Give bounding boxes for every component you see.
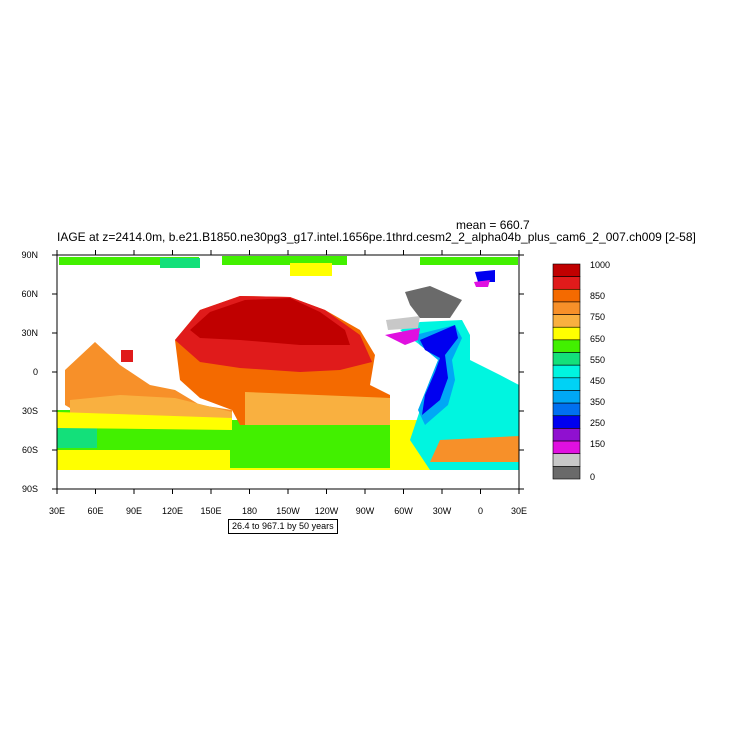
color-legend xyxy=(552,263,581,480)
nordic-magenta xyxy=(474,280,490,287)
lon-tick-label: 60W xyxy=(394,506,413,516)
lat-tick-label: 30S xyxy=(21,406,38,416)
plot-title: IAGE at z=2414.0m, b.e21.B1850.ne30pg3_g… xyxy=(57,230,696,244)
legend-swatch xyxy=(552,288,581,303)
lat-tick-label: 90N xyxy=(21,250,38,260)
pacific-core xyxy=(190,298,350,345)
atlantic-magenta xyxy=(385,328,420,345)
lon-tick-label: 30W xyxy=(432,506,452,516)
legend-swatch xyxy=(552,402,581,417)
ocean-field xyxy=(57,256,519,470)
legend-label: 1000 xyxy=(590,260,611,270)
legend-label: 350 xyxy=(590,397,606,407)
lon-tick-label: 120E xyxy=(161,506,184,516)
legend-label: 150 xyxy=(590,439,606,449)
legend-label: 650 xyxy=(590,334,606,344)
arctic-band-teal xyxy=(160,258,200,268)
legend-swatch xyxy=(552,352,581,366)
legend-swatch xyxy=(552,440,581,455)
lon-tick-label: 180 xyxy=(241,506,258,516)
legend-swatch xyxy=(552,314,581,328)
lon-tick-label: 150W xyxy=(276,506,300,516)
nordic-blue xyxy=(475,270,495,282)
legend-swatch xyxy=(552,428,581,442)
indian-ocean-yellow xyxy=(57,412,232,430)
contour-info: 26.4 to 967.1 by 50 years xyxy=(228,519,338,534)
mean-stat: mean = 660.7 xyxy=(456,218,530,232)
legend-swatch xyxy=(552,339,581,353)
lon-tick-label: 30E xyxy=(510,506,528,516)
legend-label: 0 xyxy=(590,472,596,482)
legend-swatch xyxy=(552,377,581,391)
atlantic-deep xyxy=(420,325,458,415)
legend-label: 250 xyxy=(590,418,606,428)
lon-tick-label: 150E xyxy=(200,506,222,516)
tick-marks xyxy=(52,250,524,494)
arctic-grey xyxy=(405,286,462,318)
legend-swatch xyxy=(552,466,581,480)
legend-swatch xyxy=(552,453,581,467)
legend-swatch xyxy=(552,390,581,404)
arctic-band-mid xyxy=(222,256,347,265)
legend-swatch xyxy=(552,415,581,429)
legend-swatch xyxy=(552,301,581,315)
small-red-patch xyxy=(121,350,133,362)
pacific-south-light xyxy=(245,392,390,425)
legend-label: 750 xyxy=(590,312,606,322)
arctic-band-east xyxy=(420,257,518,265)
legend-label: 850 xyxy=(590,291,606,301)
southern-ocean-green-2 xyxy=(230,420,390,468)
lon-tick-label: 120W xyxy=(314,506,339,516)
legend-swatch xyxy=(552,276,581,290)
lat-tick-label: 90S xyxy=(21,484,38,494)
south-atlantic-orange xyxy=(430,436,519,462)
arctic-band-yellow xyxy=(290,263,332,276)
legend-label: 450 xyxy=(590,376,606,386)
legend-swatch xyxy=(552,364,581,379)
lat-tick-label: 60S xyxy=(21,445,38,455)
lon-tick-label: 0 xyxy=(477,506,484,516)
legend-swatch xyxy=(552,263,581,277)
lon-tick-label: 30E xyxy=(48,506,66,516)
lon-tick-label: 60E xyxy=(87,506,104,516)
arctic-band-west xyxy=(59,257,199,265)
legend-swatch xyxy=(552,326,581,341)
lat-tick-label: 0 xyxy=(32,367,38,377)
labrador-grey xyxy=(386,316,420,330)
lat-tick-label: 30N xyxy=(21,328,38,338)
lon-tick-label: 90W xyxy=(355,506,375,516)
atlantic-cyan xyxy=(400,320,519,470)
legend-label: 550 xyxy=(590,355,606,365)
lon-tick-label: 90E xyxy=(125,506,143,516)
lat-tick-label: 60N xyxy=(21,289,38,299)
